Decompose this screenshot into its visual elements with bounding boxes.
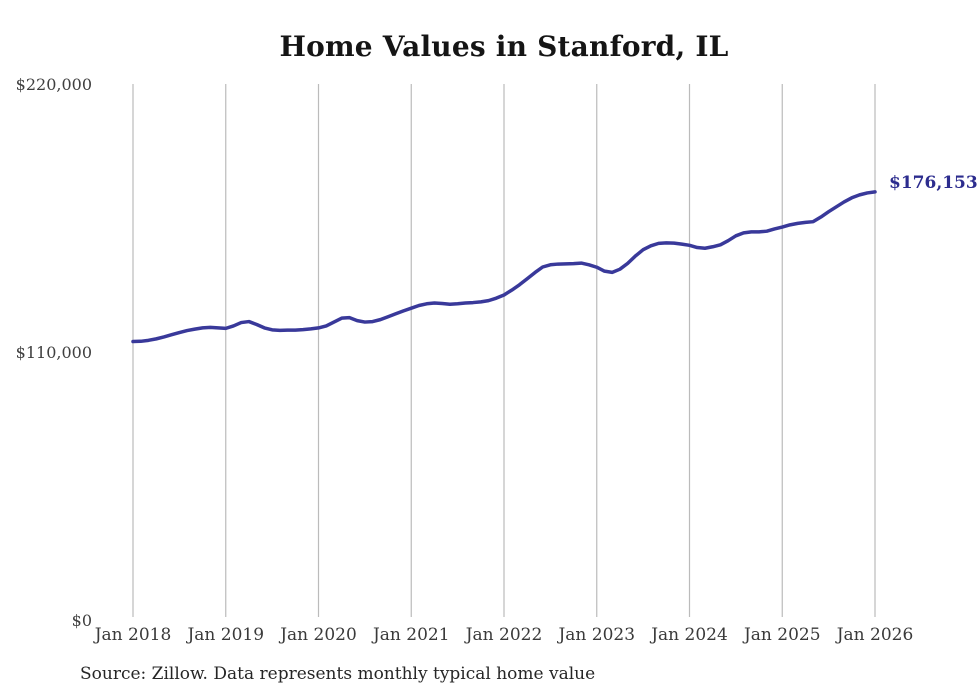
latest-value-label: $176,153	[889, 173, 978, 193]
x-tick-label: Jan 2025	[743, 625, 821, 645]
home-value-line	[131, 190, 877, 344]
x-tick-label: Jan 2022	[465, 625, 543, 645]
source-note: Source: Zillow. Data represents monthly …	[80, 664, 596, 684]
x-tick-label: Jan 2026	[836, 625, 914, 645]
y-tick-label-220000: $220,000	[15, 75, 92, 94]
x-tick-label: Jan 2019	[187, 625, 265, 645]
y-tick-label-0: $0	[71, 611, 92, 630]
x-tick-label: Jan 2024	[651, 625, 728, 645]
y-tick-label-110000: $110,000	[15, 343, 92, 362]
x-tick-label: Jan 2020	[280, 625, 357, 645]
chart-title: Home Values in Stanford, IL	[279, 30, 729, 63]
x-tick-label: Jan 2018	[94, 625, 172, 645]
x-tick-label: Jan 2023	[558, 625, 636, 645]
x-tick-label: Jan 2021	[372, 625, 450, 645]
